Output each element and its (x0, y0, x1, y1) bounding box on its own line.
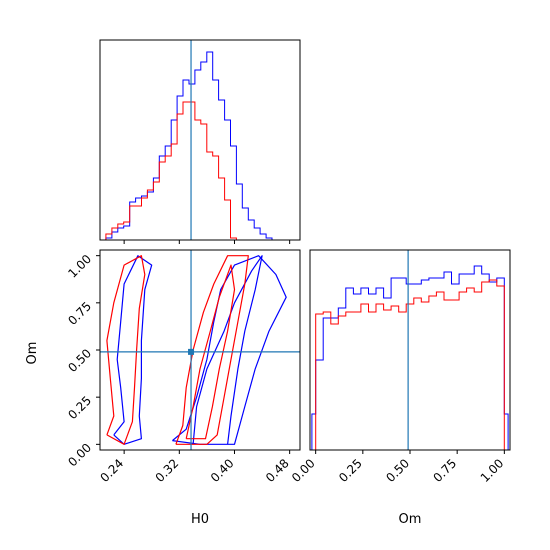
contour-series-1-level-2 (185, 264, 236, 440)
x-axis-label-h0: H0 (191, 512, 209, 527)
contour-x-tick-label-0: 0.24 (97, 456, 126, 485)
contour-series-0-level-1 (172, 255, 287, 445)
om-histogram-panel: 0.00 0.25 0.50 0.75 1.00 (289, 249, 511, 485)
x-axis-label-om: Om (399, 512, 422, 527)
h0-hist-frame (99, 39, 301, 241)
contour-series-1-level-0 (106, 255, 146, 445)
contour-truth-marker (188, 348, 195, 355)
om-hist-x-tick-label-3: 0.75 (430, 456, 459, 485)
h0-om-contour-panel: 0.24 0.32 0.40 0.48 0.00 0.25 0.50 0.75 1.00 (65, 249, 301, 485)
contour-x-tick-label-3: 0.48 (263, 456, 292, 485)
om-hist-series-1 (311, 279, 509, 450)
contour-y-tick-label-1: 0.25 (65, 393, 94, 422)
h0-hist-series-0 (100, 51, 300, 240)
h0-histogram-panel (99, 39, 301, 244)
contour-plot-area (100, 250, 300, 450)
contour-y-tick-label-4: 1.00 (65, 252, 94, 281)
contour-x-tick-label-1: 0.32 (153, 456, 182, 485)
om-hist-x-tick-label-2: 0.50 (383, 456, 412, 485)
om-hist-frame (309, 249, 511, 451)
contour-series-1-level-1 (175, 255, 249, 445)
om-hist-series-0 (311, 265, 509, 450)
h0-hist-series-1 (100, 101, 300, 240)
h0-hist-plot-area (100, 40, 300, 240)
contour-series-0-level-0 (113, 255, 153, 445)
om-hist-plot-area (311, 250, 509, 450)
contour-y-tick-label-3: 0.75 (65, 299, 94, 328)
om-hist-x-tick-label-1: 0.25 (336, 456, 365, 485)
contour-y-tick-label-0: 0.00 (65, 441, 94, 470)
contour-frame (99, 249, 301, 451)
contour-series-0-level-2 (192, 255, 263, 445)
y-axis-label-om: Om (25, 342, 40, 365)
contour-x-tick-label-2: 0.40 (208, 456, 237, 485)
om-hist-x-tick-label-4: 1.00 (478, 456, 507, 485)
contour-y-tick-label-2: 0.50 (65, 346, 94, 375)
om-hist-x-tick-label-0: 0.00 (289, 456, 318, 485)
